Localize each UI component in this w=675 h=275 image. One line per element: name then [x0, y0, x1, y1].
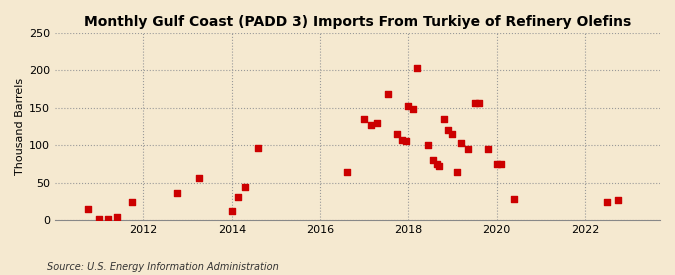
- Point: [483, 147, 493, 151]
- Point: [601, 199, 612, 204]
- Point: [495, 162, 506, 166]
- Point: [447, 132, 458, 136]
- Point: [83, 207, 94, 211]
- Point: [341, 169, 352, 174]
- Point: [412, 66, 423, 70]
- Point: [193, 175, 204, 180]
- Point: [427, 158, 438, 163]
- Point: [613, 198, 624, 202]
- Point: [396, 138, 407, 142]
- Point: [456, 141, 466, 145]
- Point: [392, 132, 403, 136]
- Point: [452, 169, 462, 174]
- Point: [469, 100, 480, 105]
- Point: [431, 162, 442, 166]
- Point: [434, 164, 445, 169]
- Point: [253, 146, 264, 151]
- Point: [401, 139, 412, 143]
- Point: [383, 92, 394, 97]
- Point: [474, 100, 485, 105]
- Point: [509, 196, 520, 201]
- Point: [408, 107, 418, 112]
- Point: [171, 191, 182, 195]
- Y-axis label: Thousand Barrels: Thousand Barrels: [15, 78, 25, 175]
- Point: [462, 147, 473, 151]
- Text: Source: U.S. Energy Information Administration: Source: U.S. Energy Information Administ…: [47, 262, 279, 272]
- Point: [443, 128, 454, 133]
- Point: [491, 162, 502, 166]
- Point: [365, 123, 376, 127]
- Point: [94, 217, 105, 221]
- Point: [233, 195, 244, 199]
- Point: [372, 121, 383, 125]
- Point: [423, 142, 433, 147]
- Point: [103, 217, 113, 221]
- Point: [359, 117, 370, 121]
- Point: [226, 208, 237, 213]
- Point: [111, 215, 122, 220]
- Title: Monthly Gulf Coast (PADD 3) Imports From Turkiye of Refinery Olefins: Monthly Gulf Coast (PADD 3) Imports From…: [84, 15, 631, 29]
- Point: [438, 117, 449, 121]
- Point: [127, 199, 138, 204]
- Point: [403, 104, 414, 109]
- Point: [240, 185, 250, 189]
